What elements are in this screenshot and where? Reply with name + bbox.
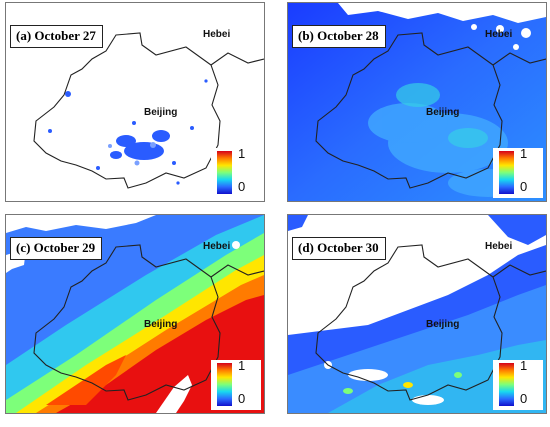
map-panel-oct30: (d) October 30 Hebei Beijing 1 0: [287, 214, 547, 414]
map-panel-oct29: (c) October 29 Hebei Beijing 1 0: [5, 214, 265, 414]
hebei-boundary-oct27: [210, 52, 264, 66]
hebei-boundary-oct29: [210, 264, 264, 278]
colorbar-min-label: 0: [520, 179, 528, 194]
cloud-field-oct30: [288, 215, 546, 413]
beijing-boundary-oct27: [33, 32, 221, 189]
panel-title: (a) October 27: [10, 25, 103, 48]
hebei-label: Hebei: [485, 241, 513, 252]
cyan-patches-oct28: [396, 83, 488, 148]
panel-title: (c) October 29: [10, 237, 103, 260]
hebei-boundary-oct30: [492, 264, 546, 278]
hebei-label: Hebei: [203, 241, 231, 252]
colorbar-gradient: [499, 363, 514, 406]
beijing-label: Beijing: [144, 107, 178, 118]
colorbar-min-label: 0: [238, 179, 246, 194]
map-panel-oct27: (a) October 27 Hebei Beijing 1 0: [5, 2, 265, 202]
colorbar-min-label: 0: [520, 391, 528, 406]
beijing-label: Beijing: [144, 319, 178, 330]
colorbar-max-label: 1: [520, 358, 528, 373]
map-oct27: [33, 32, 264, 189]
beijing-label: Beijing: [426, 107, 460, 118]
colorbar-min-label: 0: [238, 391, 246, 406]
colorbar-gradient: [217, 151, 232, 194]
colorbar-gradient: [217, 363, 232, 406]
scattered-pixels-oct27: [48, 79, 208, 185]
colorbar: 1 0: [211, 146, 261, 198]
beijing-boundary-oct28: [315, 32, 503, 189]
colorbar-max-label: 1: [238, 358, 246, 373]
map-panel-oct28: (b) October 28 Hebei Beijing 1 0: [287, 2, 547, 202]
high-value-patches-oct30: [343, 372, 462, 394]
colorbar-max-label: 1: [520, 146, 528, 161]
map-oct29: [6, 215, 264, 413]
beijing-boundary-oct30: [315, 244, 503, 401]
colorbar: 1 0: [493, 146, 543, 198]
colorbar: 1 0: [493, 358, 543, 410]
map-oct30: [288, 215, 546, 413]
hebei-label: Hebei: [485, 29, 513, 40]
colorbar-max-label: 1: [238, 146, 246, 161]
beijing-label: Beijing: [426, 319, 460, 330]
clear-sky-oct28: [338, 3, 546, 50]
hebei-boundary-oct28: [492, 52, 546, 66]
colorbar: 1 0: [211, 358, 261, 410]
panel-title: (d) October 30: [292, 237, 386, 260]
panel-title: (b) October 28: [292, 25, 386, 48]
beijing-boundary-oct29: [33, 244, 221, 401]
hebei-label: Hebei: [203, 29, 231, 40]
colorbar-gradient: [499, 151, 514, 194]
